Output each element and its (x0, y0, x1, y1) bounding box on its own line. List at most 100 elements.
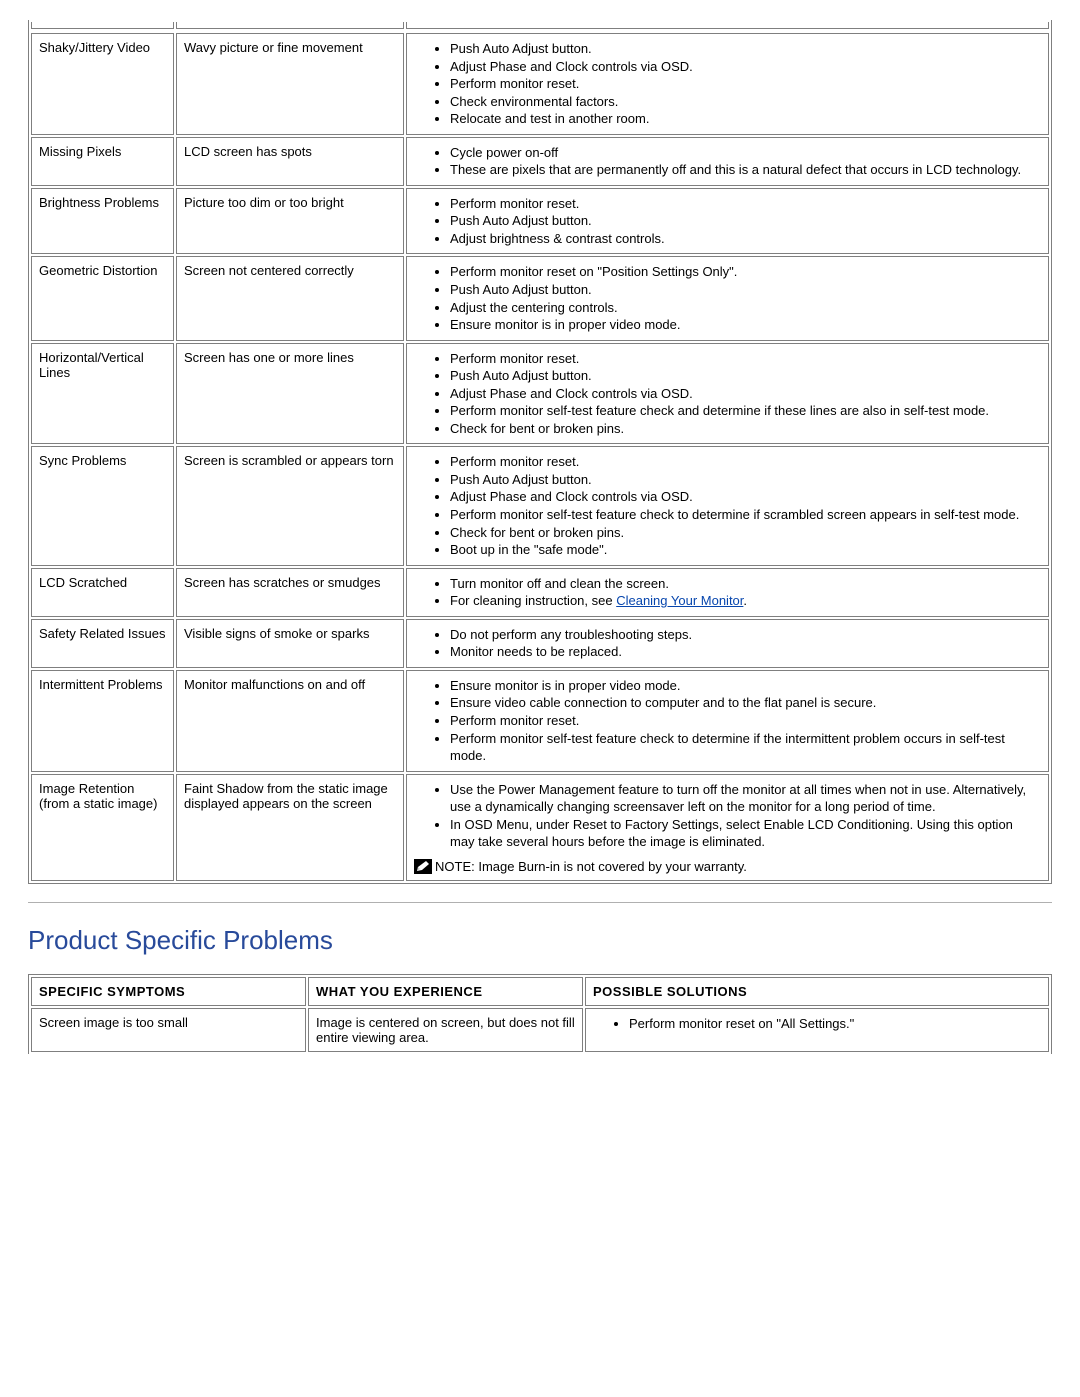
table-row: Horizontal/Vertical LinesScreen has one … (31, 343, 1049, 445)
list-item: These are pixels that are permanently of… (450, 161, 1041, 179)
list-item: Push Auto Adjust button. (450, 471, 1041, 489)
list-item: Ensure monitor is in proper video mode. (450, 316, 1041, 334)
note-text: NOTE: Image Burn-in is not covered by yo… (435, 859, 747, 874)
list-item: Perform monitor reset. (450, 453, 1041, 471)
list-item: Ensure video cable connection to compute… (450, 694, 1041, 712)
list-item: Perform monitor self-test feature check … (450, 730, 1041, 765)
table-row: Safety Related IssuesVisible signs of sm… (31, 619, 1049, 668)
table-row: LCD ScratchedScreen has scratches or smu… (31, 568, 1049, 617)
symptom-cell: Shaky/Jittery Video (31, 33, 174, 135)
list-item: Monitor needs to be replaced. (450, 643, 1041, 661)
solutions-list: Turn monitor off and clean the screen.Fo… (414, 575, 1041, 610)
list-item: Perform monitor self-test feature check … (450, 402, 1041, 420)
experience-cell: Image is centered on screen, but does no… (308, 1008, 583, 1052)
list-item: Perform monitor reset. (450, 350, 1041, 368)
list-item: Check for bent or broken pins. (450, 524, 1041, 542)
symptom-cell: LCD Scratched (31, 568, 174, 617)
solutions-cell: Ensure monitor is in proper video mode.E… (406, 670, 1049, 772)
list-item: Perform monitor reset. (450, 195, 1041, 213)
experience-cell: Screen not centered correctly (176, 256, 404, 340)
list-item: Cycle power on-off (450, 144, 1041, 162)
list-item: In OSD Menu, under Reset to Factory Sett… (450, 816, 1041, 851)
symptom-cell: Safety Related Issues (31, 619, 174, 668)
solutions-cell: Cycle power on-offThese are pixels that … (406, 137, 1049, 186)
table-row-stub (31, 22, 1049, 29)
table-row: Sync ProblemsScreen is scrambled or appe… (31, 446, 1049, 565)
table-row: Image Retention (from a static image)Fai… (31, 774, 1049, 881)
solutions-cell: Use the Power Management feature to turn… (406, 774, 1049, 881)
solutions-cell: Perform monitor reset on "Position Setti… (406, 256, 1049, 340)
solutions-list: Perform monitor reset on "Position Setti… (414, 263, 1041, 333)
symptom-cell: Missing Pixels (31, 137, 174, 186)
symptom-cell: Brightness Problems (31, 188, 174, 255)
solutions-list: Perform monitor reset.Push Auto Adjust b… (414, 195, 1041, 248)
symptom-cell: Screen image is too small (31, 1008, 306, 1052)
cleaning-your-monitor-link[interactable]: Cleaning Your Monitor (616, 593, 743, 608)
table-header-row: SPECIFIC SYMPTOMSWHAT YOU EXPERIENCEPOSS… (31, 977, 1049, 1006)
list-item: Perform monitor reset on "All Settings." (629, 1015, 1041, 1033)
experience-cell: Faint Shadow from the static image displ… (176, 774, 404, 881)
experience-cell: Screen is scrambled or appears torn (176, 446, 404, 565)
symptom-cell: Intermittent Problems (31, 670, 174, 772)
solutions-cell: Turn monitor off and clean the screen.Fo… (406, 568, 1049, 617)
solutions-list: Perform monitor reset on "All Settings." (593, 1015, 1041, 1033)
list-item: Relocate and test in another room. (450, 110, 1041, 128)
solutions-list: Do not perform any troubleshooting steps… (414, 626, 1041, 661)
warranty-note: NOTE: Image Burn-in is not covered by yo… (414, 859, 1041, 874)
solutions-cell: Perform monitor reset on "All Settings." (585, 1008, 1049, 1052)
table-row: Geometric DistortionScreen not centered … (31, 256, 1049, 340)
common-problems-table-stub (28, 20, 1052, 31)
common-problems-table: Shaky/Jittery VideoWavy picture or fine … (28, 31, 1052, 884)
experience-cell: LCD screen has spots (176, 137, 404, 186)
table-row: Brightness ProblemsPicture too dim or to… (31, 188, 1049, 255)
list-item: Turn monitor off and clean the screen. (450, 575, 1041, 593)
list-item: Do not perform any troubleshooting steps… (450, 626, 1041, 644)
stub-cell (31, 22, 174, 29)
table-row: Shaky/Jittery VideoWavy picture or fine … (31, 33, 1049, 135)
symptom-cell: Image Retention (from a static image) (31, 774, 174, 881)
page: Shaky/Jittery VideoWavy picture or fine … (0, 0, 1080, 1082)
solutions-cell: Perform monitor reset.Push Auto Adjust b… (406, 446, 1049, 565)
list-item: Perform monitor reset. (450, 712, 1041, 730)
solutions-list: Cycle power on-offThese are pixels that … (414, 144, 1041, 179)
list-item: Adjust Phase and Clock controls via OSD. (450, 58, 1041, 76)
symptom-cell: Horizontal/Vertical Lines (31, 343, 174, 445)
experience-cell: Picture too dim or too bright (176, 188, 404, 255)
solutions-list: Use the Power Management feature to turn… (414, 781, 1041, 851)
list-item: Push Auto Adjust button. (450, 281, 1041, 299)
solutions-cell: Perform monitor reset.Push Auto Adjust b… (406, 188, 1049, 255)
list-item: Check environmental factors. (450, 93, 1041, 111)
experience-cell: Monitor malfunctions on and off (176, 670, 404, 772)
stub-cell (406, 22, 1049, 29)
solutions-list: Push Auto Adjust button.Adjust Phase and… (414, 40, 1041, 128)
list-item: Adjust the centering controls. (450, 299, 1041, 317)
list-item: Adjust Phase and Clock controls via OSD. (450, 488, 1041, 506)
list-item: Adjust brightness & contrast controls. (450, 230, 1041, 248)
column-header: POSSIBLE SOLUTIONS (585, 977, 1049, 1006)
list-item: Check for bent or broken pins. (450, 420, 1041, 438)
list-item: For cleaning instruction, see Cleaning Y… (450, 592, 1041, 610)
list-item: Use the Power Management feature to turn… (450, 781, 1041, 816)
list-item: Push Auto Adjust button. (450, 40, 1041, 58)
solutions-list: Perform monitor reset.Push Auto Adjust b… (414, 350, 1041, 438)
list-item: Perform monitor reset. (450, 75, 1041, 93)
experience-cell: Wavy picture or fine movement (176, 33, 404, 135)
section-divider (28, 902, 1052, 903)
symptom-cell: Sync Problems (31, 446, 174, 565)
solutions-list: Ensure monitor is in proper video mode.E… (414, 677, 1041, 765)
list-item: Perform monitor reset on "Position Setti… (450, 263, 1041, 281)
list-item: Boot up in the "safe mode". (450, 541, 1041, 559)
table-row: Screen image is too smallImage is center… (31, 1008, 1049, 1052)
note-icon (414, 859, 432, 874)
column-header: SPECIFIC SYMPTOMS (31, 977, 306, 1006)
solutions-cell: Perform monitor reset.Push Auto Adjust b… (406, 343, 1049, 445)
list-item: Push Auto Adjust button. (450, 367, 1041, 385)
experience-cell: Screen has scratches or smudges (176, 568, 404, 617)
section-heading-product-specific-problems: Product Specific Problems (28, 925, 1052, 956)
stub-cell (176, 22, 404, 29)
list-item: Perform monitor self-test feature check … (450, 506, 1041, 524)
column-header: WHAT YOU EXPERIENCE (308, 977, 583, 1006)
table-row: Missing PixelsLCD screen has spots Cycle … (31, 137, 1049, 186)
solutions-list: Perform monitor reset.Push Auto Adjust b… (414, 453, 1041, 558)
experience-cell: Screen has one or more lines (176, 343, 404, 445)
